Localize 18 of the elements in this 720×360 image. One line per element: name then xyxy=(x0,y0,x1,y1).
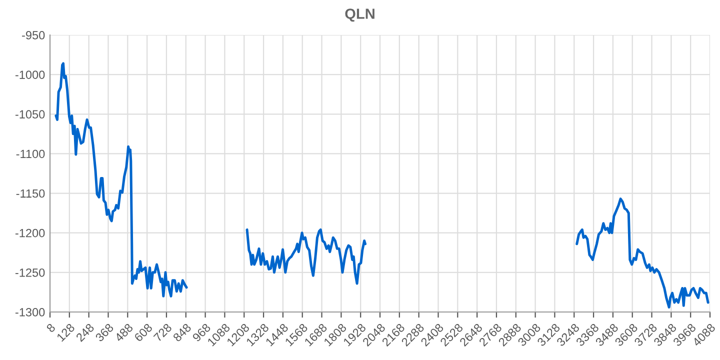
x-tick-label: 608 xyxy=(134,323,153,342)
y-tick-label: -1250 xyxy=(15,268,45,277)
y-tick-label: -1300 xyxy=(15,308,45,316)
x-tick-label: 368 xyxy=(94,323,114,342)
y-tick-label: -1100 xyxy=(16,150,45,158)
x-tick-label: 728 xyxy=(153,323,172,342)
y-tick-label: -950 xyxy=(22,31,45,40)
x-tick-label: 488 xyxy=(114,323,134,342)
x-tick-label: 8 xyxy=(46,323,56,333)
y-tick-label: -1200 xyxy=(15,228,45,238)
x-tick-label: 968 xyxy=(192,323,212,342)
x-tick-label: 128 xyxy=(56,323,76,342)
y-tick-label: -1000 xyxy=(15,70,45,79)
x-tick-label: 248 xyxy=(76,323,95,342)
y-tick-label: -1150 xyxy=(16,189,45,198)
y-tick-label: -1050 xyxy=(15,110,45,119)
x-tick-label: 848 xyxy=(172,323,192,342)
chart-title: QLN xyxy=(345,8,374,22)
